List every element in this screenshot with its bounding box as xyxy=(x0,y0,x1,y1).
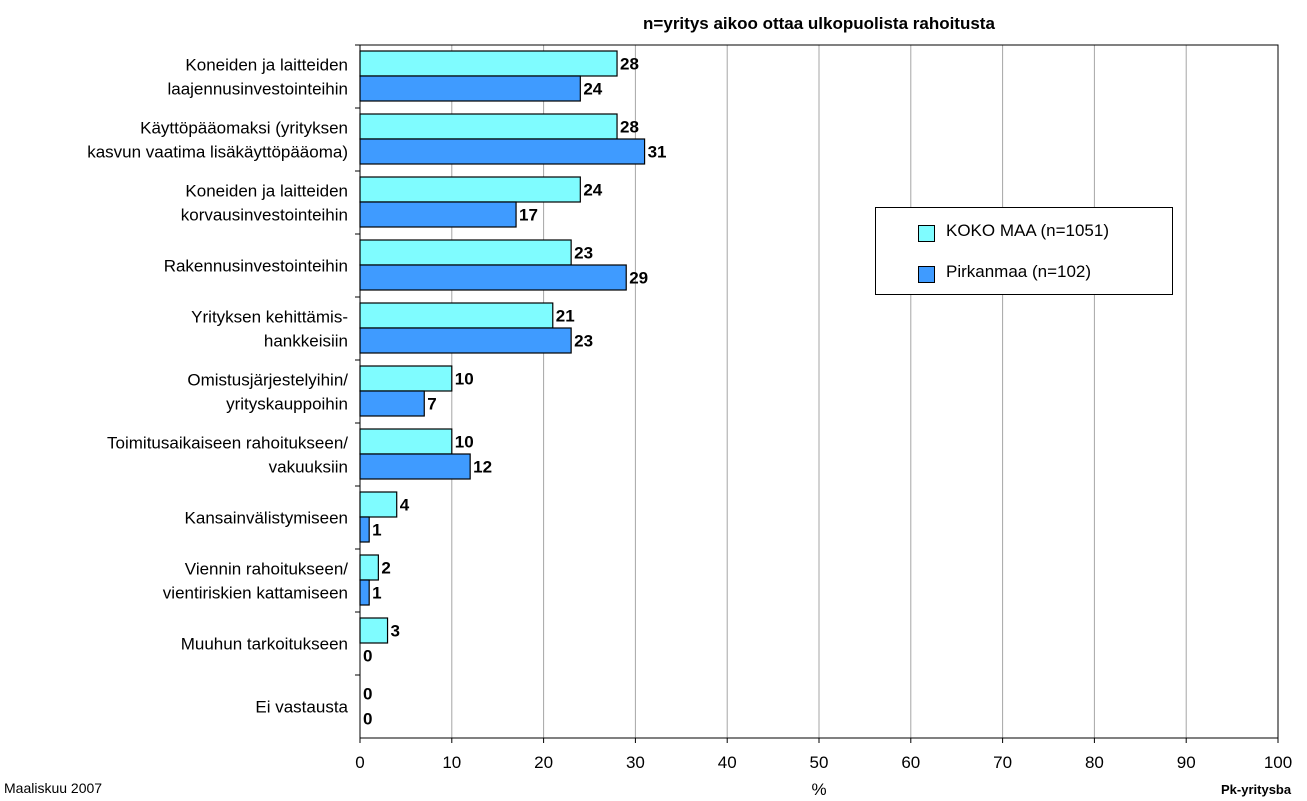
data-label-5-series-0: 10 xyxy=(455,370,474,389)
data-label-1-series-0: 28 xyxy=(620,118,639,137)
category-label-9-line-0: Muuhun tarkoitukseen xyxy=(181,635,348,654)
x-tick-label-10: 10 xyxy=(442,753,461,772)
bar-6-series-0 xyxy=(359,428,453,455)
x-tick-label-20: 20 xyxy=(534,753,553,772)
x-tick-label-80: 80 xyxy=(1085,753,1104,772)
footer-source: Pk-yritysba xyxy=(1221,782,1292,797)
category-label-10-line-0: Ei vastausta xyxy=(255,698,348,717)
x-tick-label-0: 0 xyxy=(355,753,364,772)
x-axis-label: % xyxy=(811,780,826,799)
data-label-3-series-0: 23 xyxy=(574,244,593,263)
x-tick-label-90: 90 xyxy=(1177,753,1196,772)
category-label-1-line-1: kasvun vaatima lisäkäyttöpääoma) xyxy=(87,143,348,162)
data-label-10-series-1: 0 xyxy=(363,710,372,729)
bar-9-series-0 xyxy=(359,617,389,644)
x-tick-label-30: 30 xyxy=(626,753,645,772)
footer-date: Maaliskuu 2007 xyxy=(4,780,103,796)
bar-3-series-0 xyxy=(359,239,572,266)
bar-1-series-0 xyxy=(359,113,618,140)
data-label-6-series-1: 12 xyxy=(473,458,492,477)
legend-swatch-koko-maa xyxy=(918,225,935,242)
data-label-10-series-0: 0 xyxy=(363,685,372,704)
bar-5-series-0 xyxy=(359,365,453,392)
category-label-2-line-1: korvausinvestointeihin xyxy=(181,206,348,225)
x-tick-label-50: 50 xyxy=(810,753,829,772)
bar-8-series-1 xyxy=(359,579,370,606)
x-tick-label-70: 70 xyxy=(993,753,1012,772)
data-label-0-series-1: 24 xyxy=(583,80,602,99)
bar-1-series-1 xyxy=(359,138,646,165)
category-label-7-line-0: Kansainvälistymiseen xyxy=(185,509,348,528)
data-label-5-series-1: 7 xyxy=(427,395,436,414)
category-label-0-line-1: laajennusinvestointeihin xyxy=(167,80,348,99)
bar-8-series-0 xyxy=(359,554,379,581)
data-label-8-series-0: 2 xyxy=(381,559,390,578)
data-label-2-series-1: 17 xyxy=(519,206,538,225)
x-tick-label-40: 40 xyxy=(718,753,737,772)
bar-5-series-1 xyxy=(359,390,425,417)
x-tick-label-60: 60 xyxy=(901,753,920,772)
bar-2-series-1 xyxy=(359,201,517,228)
data-label-2-series-0: 24 xyxy=(583,181,602,200)
category-label-8-line-0: Viennin rahoitukseen/ xyxy=(185,560,348,579)
category-label-0-line-0: Koneiden ja laitteiden xyxy=(185,56,348,75)
chart-subtitle: n=yritys aikoo ottaa ulkopuolista rahoit… xyxy=(643,14,995,33)
data-label-3-series-1: 29 xyxy=(629,269,648,288)
data-label-4-series-0: 21 xyxy=(556,307,575,326)
legend-label-koko-maa: KOKO MAA (n=1051) xyxy=(946,221,1109,240)
category-label-8-line-1: vientiriskien kattamiseen xyxy=(163,584,348,603)
legend: KOKO MAA (n=1051) Pirkanmaa (n=102) xyxy=(875,207,1173,295)
data-label-9-series-1: 0 xyxy=(363,647,372,666)
data-label-1-series-1: 31 xyxy=(648,143,667,162)
data-label-4-series-1: 23 xyxy=(574,332,593,351)
legend-swatch-pirkanmaa xyxy=(918,266,935,283)
data-label-7-series-1: 1 xyxy=(372,521,381,540)
category-label-5-line-0: Omistusjärjestelyihin/ xyxy=(187,371,348,390)
bar-2-series-0 xyxy=(359,176,581,203)
bar-3-series-1 xyxy=(359,264,627,291)
data-label-9-series-0: 3 xyxy=(391,622,400,641)
category-label-1-line-0: Käyttöpääomaksi (yrityksen xyxy=(140,119,348,138)
category-label-2-line-0: Koneiden ja laitteiden xyxy=(185,182,348,201)
category-label-6-line-0: Toimitusaikaiseen rahoitukseen/ xyxy=(107,434,348,453)
category-label-5-line-1: yrityskauppoihin xyxy=(226,395,348,414)
category-label-3-line-0: Rakennusinvestointeihin xyxy=(164,257,348,276)
bar-6-series-1 xyxy=(359,453,471,480)
bar-0-series-0 xyxy=(359,50,618,77)
x-tick-label-100: 100 xyxy=(1264,753,1292,772)
data-label-7-series-0: 4 xyxy=(400,496,410,515)
category-label-4-line-1: hankkeisiin xyxy=(264,332,348,351)
bar-4-series-1 xyxy=(359,327,572,354)
category-label-6-line-1: vakuuksiin xyxy=(269,458,348,477)
bar-7-series-0 xyxy=(359,491,398,518)
bar-0-series-1 xyxy=(359,75,581,102)
data-label-6-series-0: 10 xyxy=(455,433,474,452)
bar-7-series-1 xyxy=(359,516,370,543)
category-label-4-line-0: Yrityksen kehittämis- xyxy=(191,308,348,327)
data-label-0-series-0: 28 xyxy=(620,55,639,74)
bar-4-series-0 xyxy=(359,302,554,329)
data-label-8-series-1: 1 xyxy=(372,584,381,603)
legend-label-pirkanmaa: Pirkanmaa (n=102) xyxy=(946,262,1092,281)
